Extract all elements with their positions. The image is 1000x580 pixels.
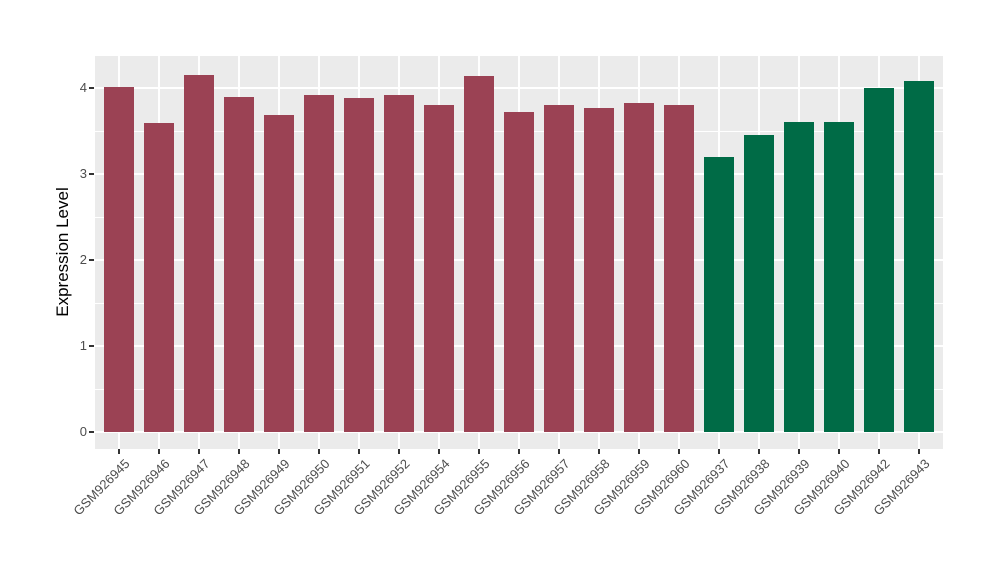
x-tick-mark — [238, 449, 240, 454]
x-tick-mark — [438, 449, 440, 454]
bar — [304, 94, 334, 432]
x-tick-mark — [838, 449, 840, 454]
bar — [504, 112, 534, 432]
y-tick-label: 1 — [79, 338, 87, 353]
y-tick-mark — [89, 173, 94, 175]
y-tick-mark — [89, 345, 94, 347]
x-tick-mark — [598, 449, 600, 454]
bar — [824, 122, 854, 432]
bar — [264, 114, 294, 432]
bar — [744, 135, 774, 432]
x-tick-mark — [918, 449, 920, 454]
bar — [344, 98, 374, 432]
x-tick-mark — [198, 449, 200, 454]
y-tick-label: 2 — [79, 252, 87, 267]
bar — [384, 94, 414, 432]
bar — [704, 156, 734, 432]
bar — [904, 81, 934, 432]
x-tick-mark — [478, 449, 480, 454]
bar — [664, 105, 694, 432]
y-tick-label: 3 — [79, 166, 87, 181]
plot-panel — [95, 56, 943, 449]
x-tick-mark — [278, 449, 280, 454]
x-tick-mark — [798, 449, 800, 454]
bar — [624, 102, 654, 432]
bar — [464, 75, 494, 432]
x-tick-mark — [758, 449, 760, 454]
x-tick-mark — [678, 449, 680, 454]
y-axis-title: Expression Level — [53, 187, 72, 317]
bar — [544, 105, 574, 432]
bar — [104, 87, 134, 432]
y-tick-label: 4 — [79, 80, 87, 95]
x-tick-mark — [518, 449, 520, 454]
x-tick-mark — [558, 449, 560, 454]
bar — [224, 96, 254, 432]
bar — [584, 107, 614, 432]
y-tick-mark — [89, 87, 94, 89]
x-tick-mark — [638, 449, 640, 454]
bar — [424, 105, 454, 432]
y-tick-label: 0 — [79, 424, 87, 439]
y-tick-mark — [89, 431, 94, 433]
y-tick-mark — [89, 259, 94, 261]
bar — [144, 123, 174, 432]
x-tick-mark — [158, 449, 160, 454]
x-tick-mark — [398, 449, 400, 454]
x-tick-mark — [718, 449, 720, 454]
x-tick-mark — [358, 449, 360, 454]
bar — [184, 75, 214, 432]
x-tick-mark — [318, 449, 320, 454]
x-tick-mark — [118, 449, 120, 454]
bar — [864, 88, 894, 432]
x-tick-mark — [878, 449, 880, 454]
bar — [784, 121, 814, 432]
